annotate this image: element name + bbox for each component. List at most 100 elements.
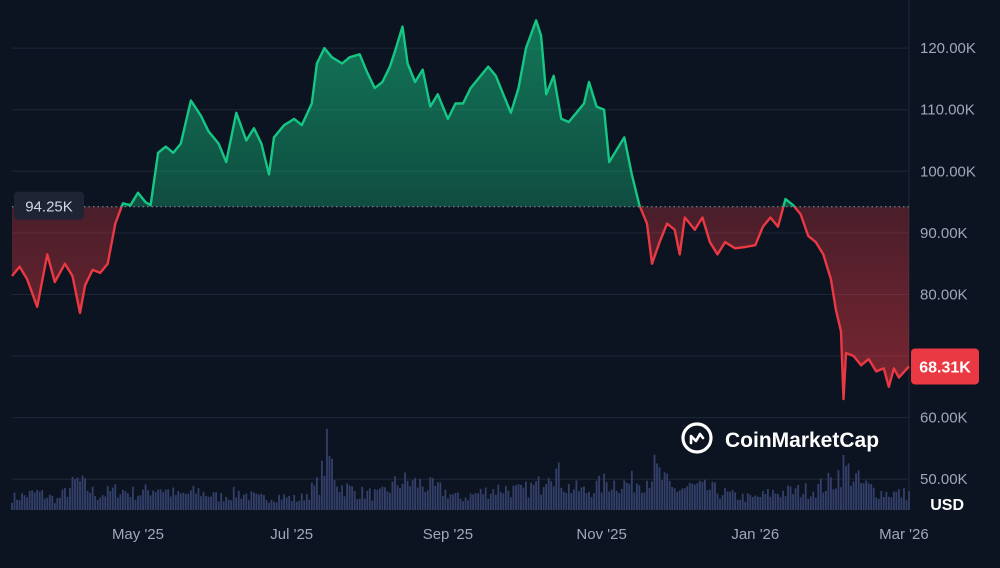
volume-bar <box>462 501 464 510</box>
volume-bar <box>454 493 457 510</box>
volume-bars <box>11 428 910 510</box>
volume-bar <box>205 495 207 510</box>
volume-bar <box>734 492 737 510</box>
volume-bar <box>114 484 117 510</box>
volume-bar <box>353 491 356 510</box>
volume-bar <box>341 485 343 510</box>
price-area <box>12 20 909 400</box>
volume-bar <box>278 494 280 510</box>
volume-bar <box>716 493 719 510</box>
volume-bar <box>847 463 850 510</box>
volume-bar <box>89 493 92 510</box>
volume-bar <box>391 481 394 510</box>
volume-bar <box>46 497 49 510</box>
volume-bar <box>268 502 270 510</box>
volume-bar <box>472 494 474 510</box>
volume-bar <box>368 488 371 510</box>
volume-bar <box>147 490 149 510</box>
volume-bar <box>754 495 757 510</box>
volume-bar <box>51 495 54 510</box>
volume-bar <box>799 497 802 510</box>
volume-bar <box>744 501 747 510</box>
volume-bar <box>260 493 263 510</box>
volume-bar <box>769 496 772 510</box>
volume-bar <box>784 496 787 510</box>
volume-bar <box>11 502 13 510</box>
volume-bar <box>94 496 97 510</box>
volume-bar <box>610 489 613 510</box>
volume-bar <box>134 499 137 510</box>
volume-bar <box>502 493 505 510</box>
volume-bar <box>515 485 517 510</box>
volume-bar <box>661 480 663 510</box>
volume-bar <box>328 456 331 510</box>
volume-bar <box>404 472 406 510</box>
volume-bar <box>598 475 600 510</box>
volume-bar <box>499 492 502 510</box>
volume-bar <box>530 482 532 510</box>
volume-bar <box>613 480 616 510</box>
current-price-label: 68.31K <box>919 359 971 376</box>
volume-bar <box>200 496 202 510</box>
volume-bar <box>210 496 212 510</box>
volume-bar <box>76 477 79 510</box>
volume-bar <box>169 496 172 510</box>
volume-bar <box>892 491 895 510</box>
volume-bar <box>159 489 162 510</box>
volume-bar <box>96 499 99 510</box>
volume-bar <box>837 470 840 510</box>
reference-label-box <box>14 191 84 220</box>
price-line <box>11 19 910 401</box>
volume-bar <box>822 492 825 510</box>
volume-bar <box>512 485 515 510</box>
volume-bar <box>782 490 784 510</box>
volume-bar <box>525 481 527 510</box>
volume-bar <box>167 489 170 510</box>
volume-bar <box>764 494 767 510</box>
volume-bar <box>313 485 316 510</box>
volume-bar <box>877 498 880 510</box>
volume-bar <box>628 483 631 510</box>
volume-bar <box>429 477 432 510</box>
volume-bar <box>829 477 832 510</box>
volume-bar <box>23 495 26 510</box>
volume-bar <box>152 490 155 510</box>
volume-bar <box>431 478 434 510</box>
volume-bar <box>222 501 225 510</box>
volume-bar <box>507 490 510 510</box>
volume-bar <box>746 493 749 510</box>
volume-bar <box>484 487 487 510</box>
volume-bar <box>575 480 578 510</box>
volume-bar <box>895 491 898 510</box>
volume-bar <box>31 490 34 510</box>
volume-bar <box>698 480 701 510</box>
y-tick-label: 120.00K <box>920 40 976 57</box>
volume-bar <box>520 484 522 510</box>
volume-bar <box>378 488 381 510</box>
volume-bar <box>242 494 245 510</box>
volume-bar <box>882 496 885 510</box>
volume-bar <box>71 476 74 510</box>
volume-bar <box>681 488 684 510</box>
volume-bar <box>363 498 366 510</box>
volume-bar <box>578 491 580 510</box>
volume-bar <box>532 484 535 510</box>
volume-bar <box>787 485 789 510</box>
volume-bar <box>381 486 384 510</box>
volume-bar <box>522 487 525 510</box>
volume-bar <box>633 492 636 510</box>
volume-bar <box>590 497 593 510</box>
volume-bar <box>406 480 409 510</box>
volume-bar <box>850 485 852 510</box>
volume-bar <box>258 494 260 510</box>
volume-bar <box>761 490 764 510</box>
volume-bar <box>739 499 742 510</box>
volume-bar <box>693 484 696 510</box>
volume-bar <box>729 491 732 510</box>
volume-bar <box>638 485 641 510</box>
volume-bar <box>127 493 129 510</box>
volume-bar <box>860 482 863 510</box>
x-tick-label: Jan '26 <box>731 526 779 543</box>
volume-bar <box>819 478 822 510</box>
